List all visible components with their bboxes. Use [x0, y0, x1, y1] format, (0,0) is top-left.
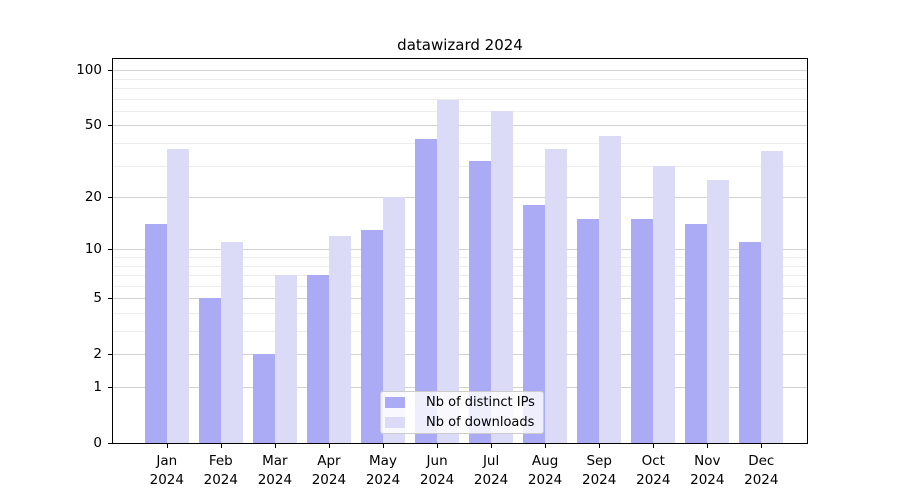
bar-distinct-ips-may: [361, 229, 383, 443]
chart-title: datawizard 2024: [397, 36, 523, 54]
major-gridline: [113, 249, 807, 251]
bar-distinct-ips-dec: [739, 242, 762, 443]
x-tick-label: Aug 2024: [527, 453, 563, 488]
minor-gridline: [113, 78, 807, 80]
x-tick: [653, 444, 655, 448]
x-tick-label: Apr 2024: [311, 453, 347, 488]
y-tick-label: 2: [93, 346, 102, 363]
y-tick: [108, 387, 112, 388]
x-tick: [491, 444, 493, 448]
minor-gridline: [113, 98, 807, 100]
x-tick: [545, 444, 547, 448]
bar-downloads-dec: [761, 151, 784, 443]
y-tick-label: 5: [93, 290, 102, 307]
legend-entry-downloads: Nb of downloads: [381, 413, 543, 433]
major-gridline: [113, 197, 807, 199]
y-tick-label: 0: [93, 435, 102, 451]
legend-swatch-distinct-ips: [385, 397, 405, 408]
y-tick: [108, 354, 112, 356]
major-gridline: [113, 70, 807, 72]
minor-gridline: [113, 331, 807, 332]
x-tick-label: Nov 2024: [690, 453, 725, 488]
x-tick-label: May 2024: [365, 453, 401, 488]
legend-entry-distinct-ips: Nb of distinct IPs: [381, 393, 543, 413]
y-tick-label: 100: [76, 62, 102, 79]
bar-downloads-aug: [545, 149, 568, 443]
x-tick-label: Mar 2024: [257, 453, 293, 488]
x-tick: [707, 444, 709, 448]
minor-gridline: [113, 275, 807, 276]
minor-gridline: [113, 257, 807, 258]
bar-downloads-jun: [437, 99, 460, 443]
x-tick: [166, 444, 168, 448]
minor-gridline: [113, 88, 807, 89]
y-tick-label: 1: [93, 379, 102, 395]
bar-downloads-feb: [220, 242, 243, 443]
bar-distinct-ips-jun: [415, 139, 438, 443]
x-tick: [599, 444, 601, 448]
bar-distinct-ips-oct: [631, 219, 654, 443]
bar-downloads-nov: [707, 179, 730, 443]
bar-downloads-jan: [166, 149, 189, 443]
x-tick: [761, 444, 763, 448]
x-tick: [437, 444, 439, 448]
bar-downloads-oct: [653, 165, 676, 443]
x-tick-label: Feb 2024: [203, 453, 238, 488]
y-tick: [108, 249, 112, 251]
major-gridline: [113, 125, 807, 127]
minor-gridline: [113, 165, 807, 167]
x-tick: [220, 444, 222, 448]
x-tick: [274, 444, 276, 448]
bar-distinct-ips-nov: [685, 224, 708, 443]
bar-distinct-ips-jul: [469, 160, 492, 443]
minor-gridline: [113, 110, 807, 112]
plot-area: Nb of distinct IPs Nb of downloads: [112, 58, 808, 444]
legend-label-downloads: Nb of downloads: [426, 415, 535, 430]
y-tick-label: 50: [84, 117, 102, 134]
bar-downloads-sep: [599, 135, 622, 443]
minor-gridline: [113, 265, 807, 267]
minor-gridline: [113, 285, 807, 287]
x-tick-label: Jan 2024: [149, 453, 184, 488]
y-tick: [108, 298, 112, 300]
major-gridline: [113, 387, 807, 388]
bar-distinct-ips-sep: [577, 219, 600, 443]
x-tick-label: Jul 2024: [473, 453, 509, 488]
y-tick: [108, 443, 112, 444]
legend: Nb of distinct IPs Nb of downloads: [380, 391, 544, 434]
y-tick: [108, 70, 112, 72]
bar-downloads-jul: [491, 110, 514, 443]
bar-distinct-ips-apr: [306, 275, 329, 443]
major-gridline: [113, 354, 807, 356]
y-tick: [108, 197, 112, 199]
x-tick-label: Oct 2024: [636, 453, 671, 488]
minor-gridline: [113, 143, 807, 144]
bar-distinct-ips-jan: [144, 224, 167, 443]
bar-distinct-ips-mar: [252, 354, 275, 443]
x-tick-label: Jun 2024: [419, 453, 455, 488]
y-tick-label: 20: [84, 189, 102, 206]
bar-downloads-apr: [328, 235, 351, 443]
y-tick: [108, 125, 112, 127]
x-tick: [383, 444, 384, 448]
bar-downloads-may: [383, 197, 405, 443]
x-tick-label: Dec 2024: [744, 453, 779, 488]
legend-swatch-downloads: [385, 417, 405, 428]
bar-downloads-mar: [274, 275, 297, 443]
x-tick-label: Sep 2024: [582, 453, 617, 488]
bar-distinct-ips-feb: [198, 298, 221, 443]
bar-distinct-ips-aug: [523, 205, 546, 443]
minor-gridline: [113, 313, 807, 314]
major-gridline: [113, 298, 807, 300]
y-tick-label: 10: [84, 241, 102, 258]
x-tick: [328, 444, 330, 448]
legend-label-distinct-ips: Nb of distinct IPs: [426, 395, 535, 410]
